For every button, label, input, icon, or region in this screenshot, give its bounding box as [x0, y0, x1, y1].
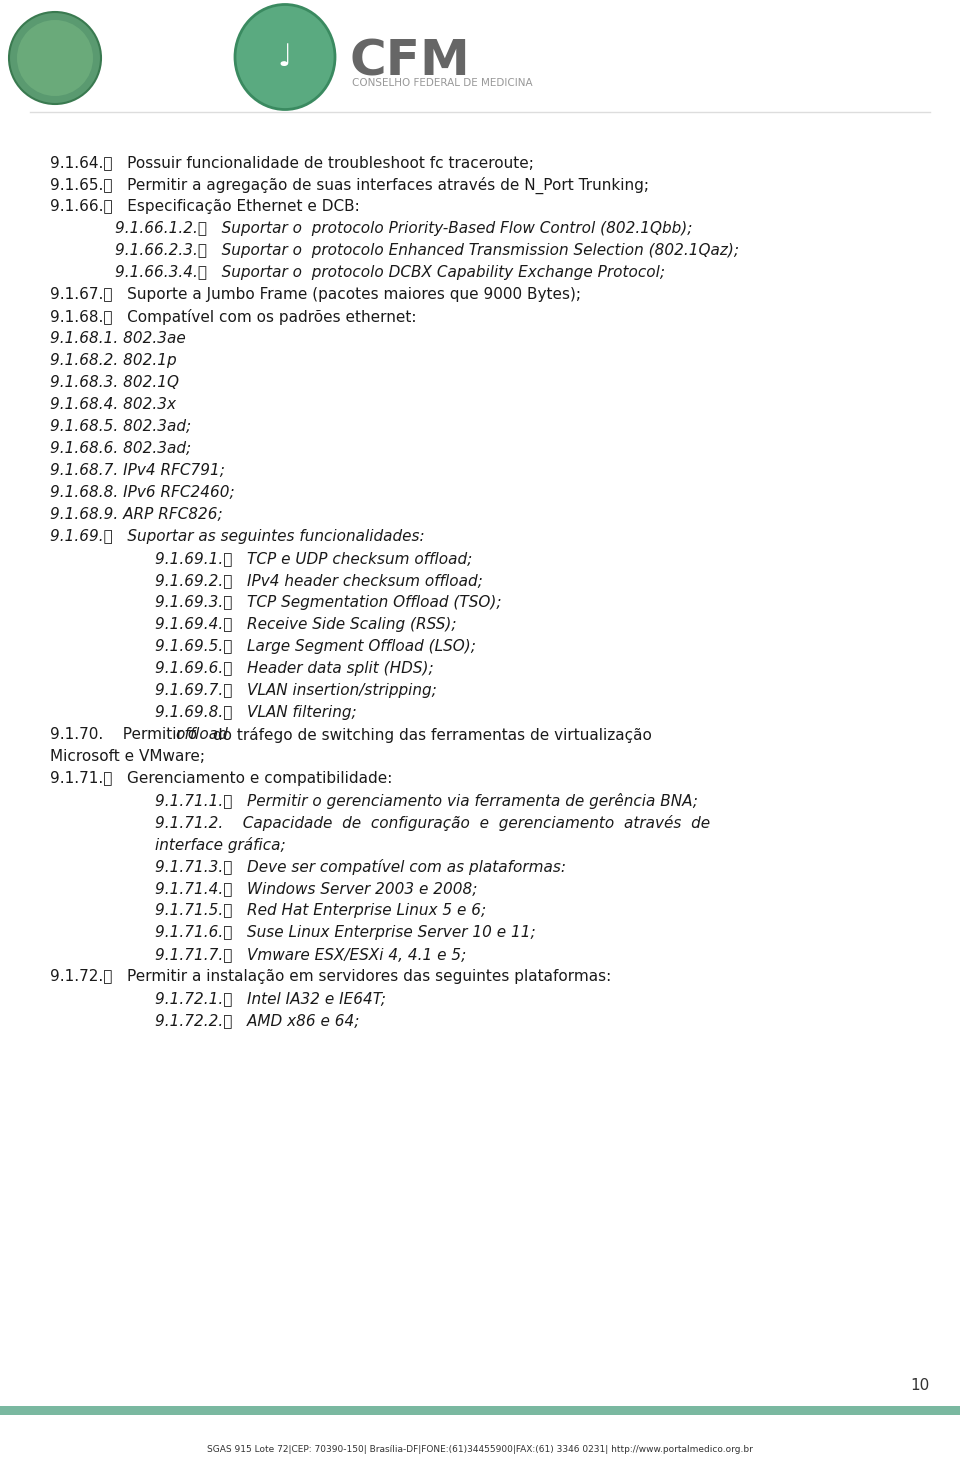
Text: 9.1.68.8. IPv6 RFC2460;: 9.1.68.8. IPv6 RFC2460;: [50, 486, 234, 500]
Text: 9.1.66.2.3.	   Suportar o  protocolo Enhanced Transmission Selection (802.1Qaz);: 9.1.66.2.3. Suportar o protocolo Enhance…: [115, 244, 739, 258]
Text: 9.1.66.	   Especificação Ethernet e DCB:: 9.1.66. Especificação Ethernet e DCB:: [50, 200, 360, 214]
Text: 9.1.69.1.	   TCP e UDP checksum offload;: 9.1.69.1. TCP e UDP checksum offload;: [155, 552, 472, 566]
Text: 9.1.67.	   Suporte a Jumbo Frame (pacotes maiores que 9000 Bytes);: 9.1.67. Suporte a Jumbo Frame (pacotes m…: [50, 288, 581, 302]
Text: 9.1.69.4.	   Receive Side Scaling (RSS);: 9.1.69.4. Receive Side Scaling (RSS);: [155, 618, 457, 632]
Ellipse shape: [235, 4, 335, 110]
Text: 9.1.68.9. ARP RFC826;: 9.1.68.9. ARP RFC826;: [50, 508, 223, 522]
Text: 9.1.70.    Permitir o: 9.1.70. Permitir o: [50, 728, 202, 742]
Text: 9.1.72.1.	   Intel IA32 e IE64T;: 9.1.72.1. Intel IA32 e IE64T;: [155, 992, 386, 1006]
Text: 9.1.69.8.	   VLAN filtering;: 9.1.69.8. VLAN filtering;: [155, 706, 356, 720]
Text: 9.1.68.6. 802.3ad;: 9.1.68.6. 802.3ad;: [50, 442, 191, 456]
Text: ♩: ♩: [277, 43, 292, 72]
Text: do tráfego de switching das ferramentas de virtualização: do tráfego de switching das ferramentas …: [208, 728, 652, 742]
Text: 9.1.68.3. 802.1Q: 9.1.68.3. 802.1Q: [50, 376, 179, 390]
Text: 9.1.69.2.	   IPv4 header checksum offload;: 9.1.69.2. IPv4 header checksum offload;: [155, 574, 483, 588]
Text: 9.1.69.3.	   TCP Segmentation Offload (TSO);: 9.1.69.3. TCP Segmentation Offload (TSO)…: [155, 596, 501, 610]
Text: 9.1.66.3.4.	   Suportar o  protocolo DCBX Capability Exchange Protocol;: 9.1.66.3.4. Suportar o protocolo DCBX Ca…: [115, 266, 665, 280]
Text: 9.1.69.7.	   VLAN insertion/stripping;: 9.1.69.7. VLAN insertion/stripping;: [155, 684, 437, 698]
Circle shape: [17, 21, 93, 95]
Text: 9.1.64.	   Possuir funcionalidade de troubleshoot fc traceroute;: 9.1.64. Possuir funcionalidade de troubl…: [50, 156, 534, 170]
Text: 10: 10: [911, 1378, 930, 1394]
Bar: [0, 1405, 960, 1416]
Text: 9.1.72.2.	   AMD x86 e 64;: 9.1.72.2. AMD x86 e 64;: [155, 1014, 359, 1028]
Text: 9.1.72.	   Permitir a instalação em servidores das seguintes plataformas:: 9.1.72. Permitir a instalação em servido…: [50, 970, 612, 984]
Text: 9.1.68.	   Compatível com os padrões ethernet:: 9.1.68. Compatível com os padrões ethern…: [50, 310, 417, 326]
Text: 9.1.69.6.	   Header data split (HDS);: 9.1.69.6. Header data split (HDS);: [155, 662, 434, 676]
Text: 9.1.71.5.	   Red Hat Enterprise Linux 5 e 6;: 9.1.71.5. Red Hat Enterprise Linux 5 e 6…: [155, 904, 486, 918]
Text: 9.1.71.	   Gerenciamento e compatibilidade:: 9.1.71. Gerenciamento e compatibilidade:: [50, 772, 393, 786]
Circle shape: [9, 12, 101, 104]
Text: CFM: CFM: [350, 38, 470, 87]
Text: 9.1.71.6.	   Suse Linux Enterprise Server 10 e 11;: 9.1.71.6. Suse Linux Enterprise Server 1…: [155, 926, 536, 940]
Text: 9.1.68.2. 802.1p: 9.1.68.2. 802.1p: [50, 354, 177, 368]
Text: SGAS 915 Lote 72|CEP: 70390-150| Brasília-DF|FONE:(61)34455900|FAX:(61) 3346 023: SGAS 915 Lote 72|CEP: 70390-150| Brasíli…: [207, 1445, 753, 1454]
Text: 9.1.68.1. 802.3ae: 9.1.68.1. 802.3ae: [50, 332, 185, 346]
Text: 9.1.68.7. IPv4 RFC791;: 9.1.68.7. IPv4 RFC791;: [50, 464, 225, 478]
Text: 9.1.69.	   Suportar as seguintes funcionalidades:: 9.1.69. Suportar as seguintes funcionali…: [50, 530, 424, 544]
Text: 9.1.66.1.2.	   Suportar o  protocolo Priority-Based Flow Control (802.1Qbb);: 9.1.66.1.2. Suportar o protocolo Priorit…: [115, 222, 692, 236]
Text: 9.1.65.	   Permitir a agregação de suas interfaces através de N_Port Trunking;: 9.1.65. Permitir a agregação de suas int…: [50, 178, 649, 194]
Text: Microsoft e VMware;: Microsoft e VMware;: [50, 750, 205, 764]
Text: 9.1.71.4.	   Windows Server 2003 e 2008;: 9.1.71.4. Windows Server 2003 e 2008;: [155, 882, 477, 896]
Text: 9.1.71.2.    Capacidade  de  configuração  e  gerenciamento  através  de: 9.1.71.2. Capacidade de configuração e g…: [155, 816, 710, 830]
Text: 9.1.71.3.	   Deve ser compatível com as plataformas:: 9.1.71.3. Deve ser compatível com as pla…: [155, 860, 566, 874]
Text: 9.1.68.4. 802.3x: 9.1.68.4. 802.3x: [50, 398, 176, 412]
Text: offload: offload: [175, 728, 228, 742]
Text: 9.1.69.5.	   Large Segment Offload (LSO);: 9.1.69.5. Large Segment Offload (LSO);: [155, 640, 476, 654]
Text: 9.1.71.7.	   Vmware ESX/ESXi 4, 4.1 e 5;: 9.1.71.7. Vmware ESX/ESXi 4, 4.1 e 5;: [155, 948, 467, 962]
Text: 9.1.71.1.	   Permitir o gerenciamento via ferramenta de gerência BNA;: 9.1.71.1. Permitir o gerenciamento via f…: [155, 794, 698, 808]
Text: 9.1.68.5. 802.3ad;: 9.1.68.5. 802.3ad;: [50, 420, 191, 434]
Text: CONSELHO FEDERAL DE MEDICINA: CONSELHO FEDERAL DE MEDICINA: [352, 78, 533, 88]
Text: interface gráfica;: interface gráfica;: [155, 838, 286, 852]
